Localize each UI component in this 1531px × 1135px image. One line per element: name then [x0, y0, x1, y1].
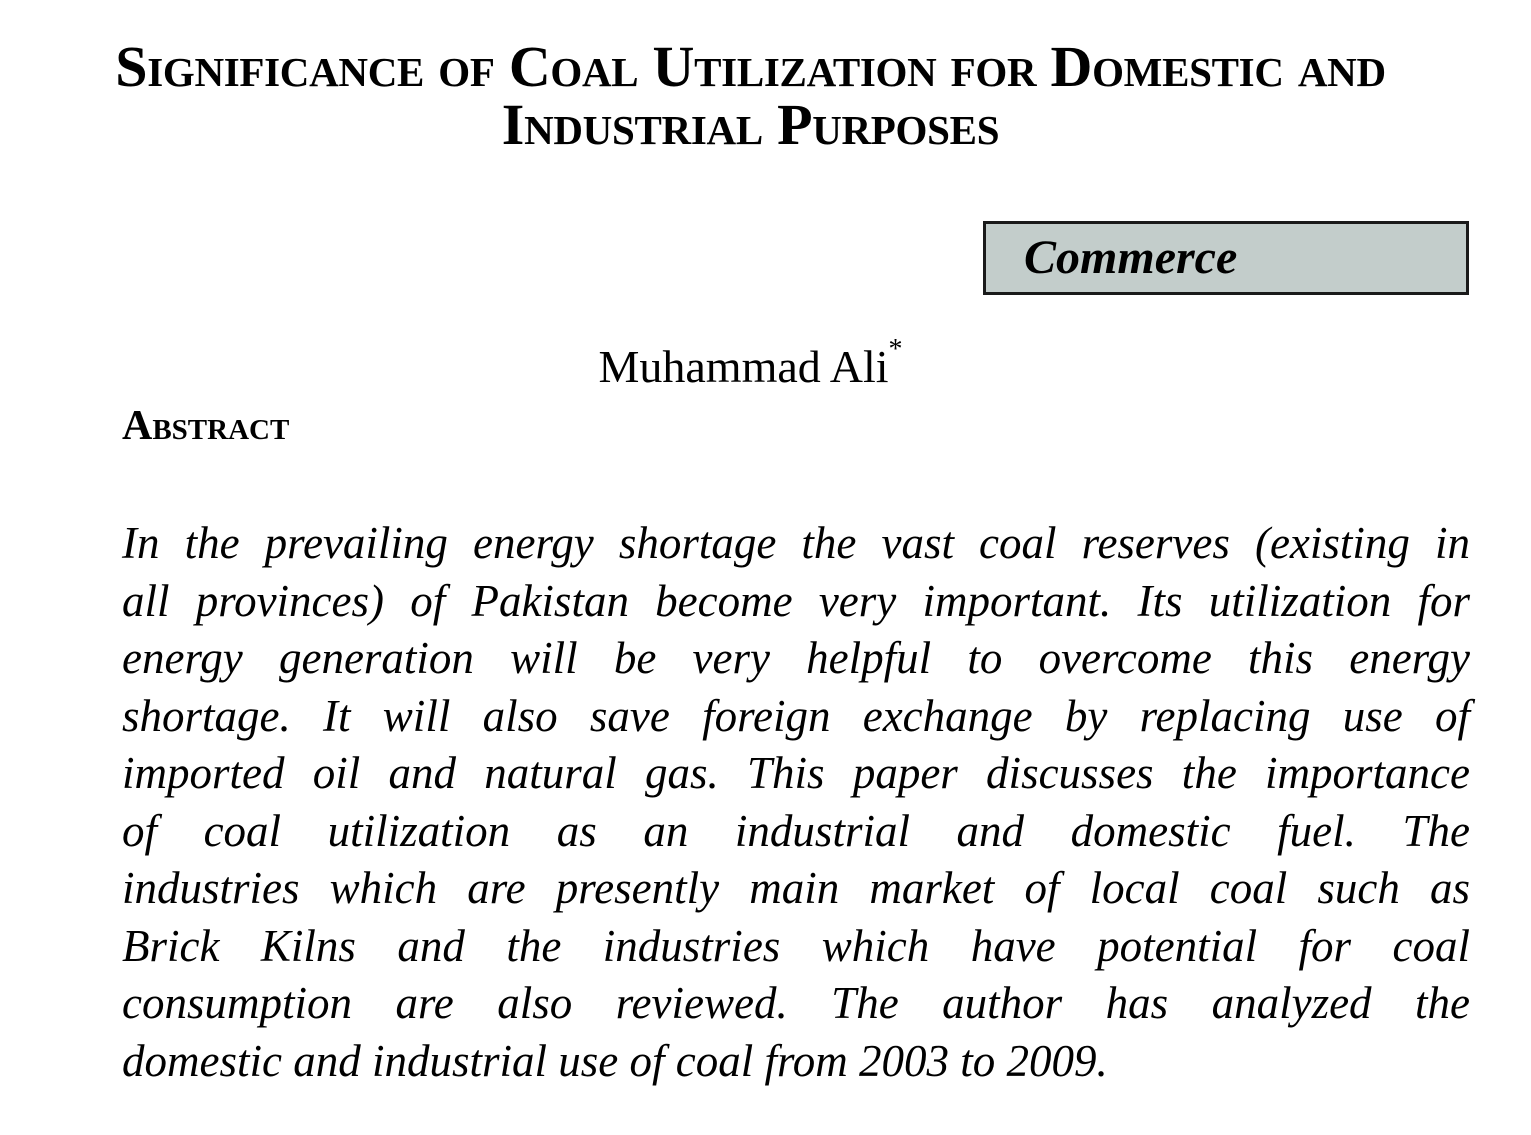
title-line-2: Industrial Purposes — [501, 92, 1000, 157]
title-line-1: Significance of Coal Utilization for Dom… — [115, 34, 1386, 99]
abstract-line: domestic and industrial use of coal from… — [122, 1035, 1108, 1086]
abstract-body: In the prevailing energy shortage the va… — [122, 515, 1470, 1090]
paper-title: Significance of Coal Utilization for Dom… — [0, 38, 1501, 154]
abstract-line: Brick Kilns and the industries which hav… — [122, 920, 1470, 971]
abstract-line: consumption are also reviewed. The autho… — [122, 978, 1470, 1028]
category-box: Commerce — [983, 221, 1469, 295]
abstract-line: energy generation will be very helpful t… — [122, 633, 1470, 683]
abstract-line: shortage. It will also save foreign exch… — [122, 690, 1470, 741]
author-footnote-marker: * — [888, 334, 903, 365]
abstract-line: imported oil and natural gas. This paper… — [122, 748, 1470, 798]
abstract-line: In the prevailing energy shortage the va… — [122, 518, 1470, 568]
author: Muhammad Ali* — [0, 334, 1501, 393]
abstract-heading: Abstract — [122, 403, 290, 449]
abstract-line: all provinces) of Pakistan become very i… — [122, 575, 1470, 626]
author-name: Muhammad Ali — [598, 341, 889, 392]
abstract-line: of coal utilization as an industrial and… — [122, 805, 1470, 856]
category-label: Commerce — [1024, 231, 1238, 284]
abstract-line: industries which are presently main mark… — [122, 863, 1470, 913]
